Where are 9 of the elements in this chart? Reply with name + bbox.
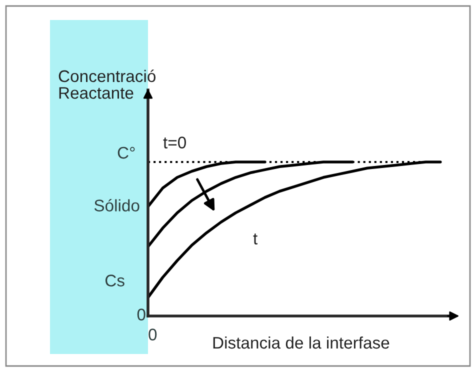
text: Sólido — [94, 199, 140, 212]
text: Cs — [105, 274, 124, 286]
annotation: t — [253, 234, 258, 244]
y-axis-title: Concentració Reactante — [58, 70, 156, 99]
text: 0 — [137, 308, 146, 320]
text: t=0 — [163, 136, 186, 148]
text: 0 — [148, 328, 157, 340]
x-axis-title: Distancia de la interfase — [213, 336, 390, 349]
ref-line-label: C° — [118, 146, 135, 159]
